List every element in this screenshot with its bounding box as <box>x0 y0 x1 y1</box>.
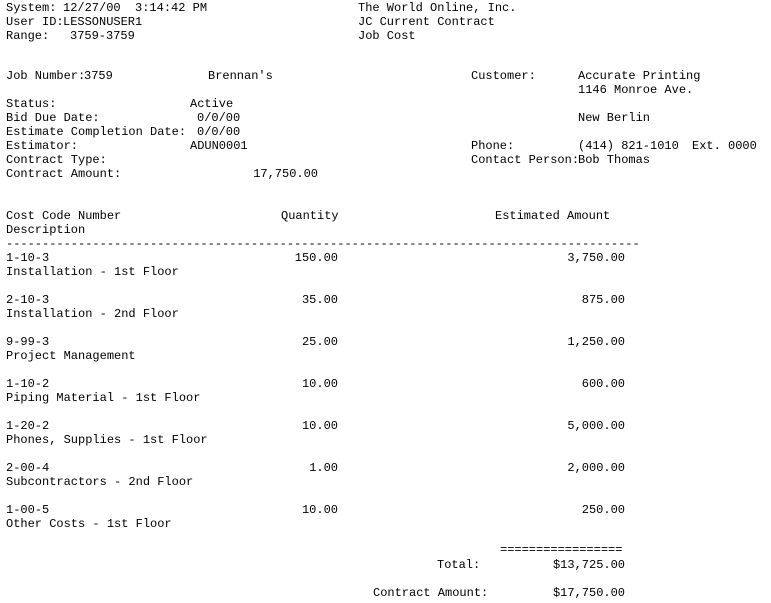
estimate-completion-date-label: Estimate Completion Date: <box>6 125 187 139</box>
customer-city: New Berlin <box>578 111 651 125</box>
totals-double-rule: ================= <box>500 543 623 557</box>
column-header-cost-code-number: Cost Code Number <box>6 209 122 223</box>
column-header-quantity: Quantity <box>281 209 339 223</box>
line-item-quantity: 150.00 <box>294 251 338 265</box>
customer-phone-extension: Ext. 0000 <box>692 139 757 153</box>
job-name: Brennan's <box>208 69 273 83</box>
range-value: 3759-3759 <box>70 29 135 43</box>
status-value: Active <box>190 97 234 111</box>
contract-type-label: Contract Type: <box>6 153 107 167</box>
estimator-value: ADUN0001 <box>190 139 248 153</box>
line-item-quantity: 25.00 <box>301 335 338 349</box>
line-item-cost-code: 2-00-4 <box>6 461 50 475</box>
line-item-quantity: 10.00 <box>301 503 338 517</box>
line-item-estimated-amount: 5,000.00 <box>567 419 625 433</box>
contact-person-label: Contact Person: <box>471 153 580 167</box>
estimator-label: Estimator: <box>6 139 79 153</box>
customer-name: Accurate Printing <box>578 69 701 83</box>
line-item-cost-code: 1-20-2 <box>6 419 50 433</box>
total-value: $13,725.00 <box>552 558 625 572</box>
line-item-quantity: 10.00 <box>301 419 338 433</box>
user-id-value: LESSONUSER1 <box>63 15 143 29</box>
contact-person-value: Bob Thomas <box>578 153 651 167</box>
user-id-label: User ID: <box>6 15 64 29</box>
line-item-cost-code: 1-10-2 <box>6 377 50 391</box>
line-item-estimated-amount: 2,000.00 <box>567 461 625 475</box>
line-item-quantity: 10.00 <box>301 377 338 391</box>
line-item-cost-code: 1-10-3 <box>6 251 50 265</box>
status-label: Status: <box>6 97 57 111</box>
job-contract-amount-label: Contract Amount: <box>6 167 122 181</box>
system-label: System: <box>6 1 57 15</box>
customer-phone-label: Phone: <box>471 139 515 153</box>
line-item-description: Installation - 2nd Floor <box>6 307 179 321</box>
report-title: JC Current Contract <box>358 15 495 29</box>
system-datetime-value: 12/27/00 3:14:42 PM <box>63 1 208 15</box>
column-header-description: Description <box>6 223 86 237</box>
bid-due-date-label: Bid Due Date: <box>6 111 100 125</box>
contract-amount-label: Contract Amount: <box>373 586 489 600</box>
line-item-description: Subcontractors - 2nd Floor <box>6 475 194 489</box>
company-name: The World Online, Inc. <box>358 1 517 15</box>
line-item-estimated-amount: 250.00 <box>581 503 625 517</box>
line-item-description: Installation - 1st Floor <box>6 265 179 279</box>
line-item-cost-code: 2-10-3 <box>6 293 50 307</box>
line-item-quantity: 1.00 <box>309 461 338 475</box>
line-item-description: Project Management <box>6 349 136 363</box>
total-label: Total: <box>437 558 481 572</box>
customer-address-line1: 1146 Monroe Ave. <box>578 83 694 97</box>
line-item-description: Phones, Supplies - 1st Floor <box>6 433 208 447</box>
line-item-quantity: 35.00 <box>301 293 338 307</box>
line-item-estimated-amount: 1,250.00 <box>567 335 625 349</box>
bid-due-date-value: 0/0/00 <box>197 111 241 125</box>
column-header-estimated-amount: Estimated Amount <box>495 209 611 223</box>
module-name: Job Cost <box>358 29 416 43</box>
estimate-completion-date-value: 0/0/00 <box>197 125 241 139</box>
customer-phone-value: (414) 821-1010 <box>578 139 679 153</box>
range-label: Range: <box>6 29 50 43</box>
table-separator-rule: ----------------------------------------… <box>6 237 638 251</box>
line-item-estimated-amount: 600.00 <box>581 377 625 391</box>
line-item-cost-code: 9-99-3 <box>6 335 50 349</box>
line-item-estimated-amount: 875.00 <box>581 293 625 307</box>
job-contract-amount-value: 17,750.00 <box>253 167 318 181</box>
line-item-description: Other Costs - 1st Floor <box>6 517 172 531</box>
line-item-description: Piping Material - 1st Floor <box>6 391 201 405</box>
line-item-cost-code: 1-00-5 <box>6 503 50 517</box>
line-item-estimated-amount: 3,750.00 <box>567 251 625 265</box>
contract-amount-value: $17,750.00 <box>552 586 625 600</box>
job-number-value: 3759 <box>84 69 113 83</box>
customer-label: Customer: <box>471 69 536 83</box>
job-number-label: Job Number: <box>6 69 86 83</box>
